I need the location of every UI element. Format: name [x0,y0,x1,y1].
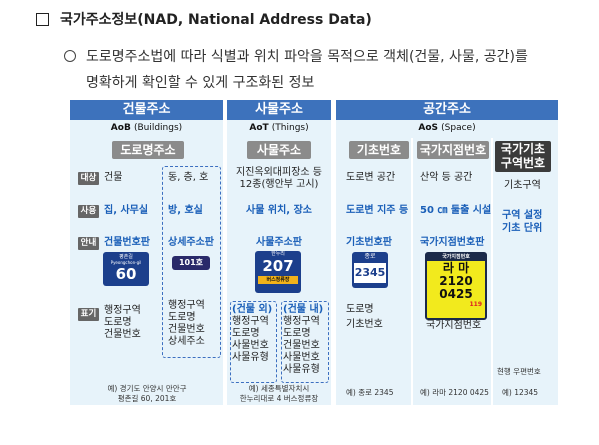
detail-use: 방, 호실 [168,205,203,216]
title-checkbox [36,13,49,26]
building-notation: 행정구역 도로명 건물번호 [104,305,141,340]
national-notation: 국가지점번호 [426,320,482,331]
object-plate: 한누리 207 버스정류장 [255,251,301,293]
detail-plate: 101호 [172,256,210,270]
space-header: 공간주소 [336,100,558,120]
area-target: 기초구역 [504,180,541,191]
basic-guide: 기초번호판 [346,237,392,248]
indoor-heading: (건물 내) [283,304,324,315]
row-label-guide: 안내 [78,237,99,250]
building-target: 건물 [104,172,123,183]
detail-notation: 행정구역 도로명 건물번호 상세주소 [168,300,205,347]
national-plate: 국가지점번호 라 마 2120 0425 119 [425,252,487,320]
detail-address-box [162,166,221,358]
row-label-target: 대상 [78,172,99,185]
basic-notation: 도로명 기초번호 [346,304,383,330]
building-use: 집, 사무실 [104,205,149,216]
detail-guide: 상세주소판 [168,237,214,248]
indoor-box [281,301,329,383]
area-notation: 현행 우편번호 [497,367,541,376]
bullet-circle [64,50,76,62]
basic-example: 예) 종로 2345 [346,388,394,397]
national-example: 예) 라마 2120 0425 [420,388,489,397]
national-use: 50 ㎝ 둘출 시설 [420,205,492,216]
address-table: 건물주소 사물주소 공간주소 AoB (Buildings) AoT (Thin… [70,100,558,435]
object-subcode: AoT (Things) [249,123,309,133]
area-category: 국가기초 구역번호 [495,141,551,172]
intro-line-1: 도로명주소법에 따라 식별과 위치 파악을 목적으로 객체(건물, 사물, 공간… [86,49,528,65]
building-example: 예) 경기도 안양시 만안구 평촌길 60, 201호 [107,384,187,403]
row-label-use: 사용 [78,205,99,218]
building-header: 건물주소 [70,100,223,120]
object-example: 예) 세종특별자치시 한누리대로 4 버스정류장 [239,384,319,403]
outdoor-heading: (건물 외) [232,304,273,315]
building-guide: 건물번호판 [104,237,150,248]
divider-2 [491,138,493,405]
area-example: 예) 12345 [502,388,539,397]
national-category: 국가지점번호 [417,141,489,159]
page-title: 국가주소정보(NAD, National Address Data) [60,12,372,28]
object-target: 지진옥외대피장소 등 12종(행안부 고시) [236,167,322,190]
building-subcode: AoB (Buildings) [110,123,183,133]
basic-target: 도로변 공간 [346,172,396,183]
row-label-notation: 표기 [78,308,99,321]
outdoor-notation: 행정구역 도로명 사물번호 사물유형 [232,316,269,363]
basic-use: 도로변 지주 등 [346,205,409,216]
object-header: 사물주소 [227,100,331,120]
divider-1 [411,138,413,405]
space-subcode: AoS (Space) [418,123,476,133]
basic-category: 기초번호 [349,141,409,159]
indoor-notation: 행정구역 도로명 건물번호 사물번호 사물유형 [283,316,320,375]
building-category: 도로명주소 [112,141,184,159]
intro-line-2: 명확하게 확인할 수 있게 구조화된 정보 [86,75,315,91]
detail-target: 동, 층, 호 [168,172,209,183]
national-guide: 국가지점번호판 [420,237,485,248]
object-category: 사물주소 [247,141,311,159]
national-target: 산악 등 공간 [420,172,473,183]
outdoor-box [230,301,277,383]
object-use: 사물 위치, 장소 [246,205,312,216]
building-number-plate: 평촌길 Pyeongchon-gil 60 [103,252,149,286]
object-guide: 사물주소판 [256,237,302,248]
basic-plate: 종로 2345 [352,252,388,288]
area-use: 구역 설정 기초 단위 [502,210,543,234]
